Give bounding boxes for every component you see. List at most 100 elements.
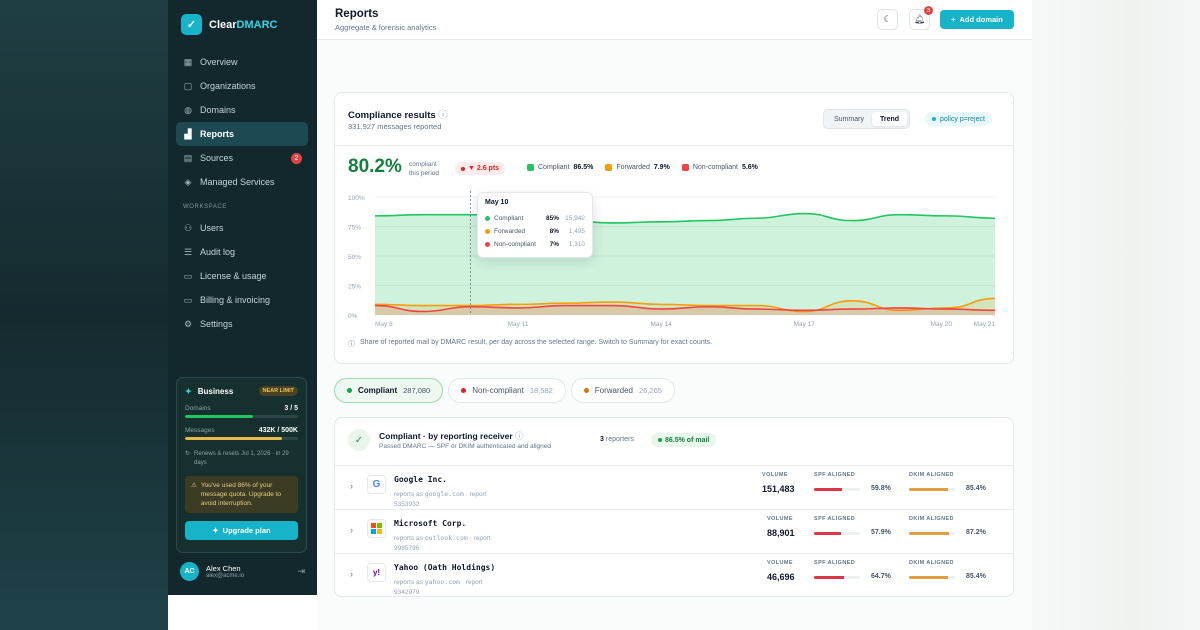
y-tick-label: 0%: [348, 313, 358, 320]
compliance-trend-chart[interactable]: 100% 75% 50% 25% 0% May 8 May 11 May 14 May 17 Ma…: [335, 185, 1015, 330]
y-tick-label: 100%: [348, 195, 365, 202]
compliance-percentage: 80.2%: [348, 156, 402, 177]
dkim-bar: [909, 576, 955, 579]
delta-badge: ▼ 2.6 pts: [455, 162, 506, 175]
spf-bar: [814, 532, 860, 535]
sidebar-item-managed-services[interactable]: ◈ Managed Services: [176, 170, 308, 194]
spf-value: 64.7%: [871, 573, 891, 580]
brand[interactable]: ✓ ClearDMARC: [181, 14, 277, 35]
near-limit-badge: NEAR LIMIT: [258, 386, 298, 396]
dkim-value: 85.4%: [966, 573, 986, 580]
plan-usage-card: ✦ Business NEAR LIMIT Domains 3 / 5 Messa…: [176, 377, 307, 553]
status-dot: [583, 388, 589, 393]
tooltip-row: Compliant 85% 15,942: [485, 212, 585, 225]
volume-label: VOLUME: [762, 472, 788, 478]
spf-label: SPF ALIGNED: [814, 472, 856, 478]
page-subtitle: Aggregate & forensic analytics: [335, 23, 437, 32]
add-domain-button[interactable]: + Add domain: [940, 10, 1014, 29]
spf-value: 59.8%: [871, 485, 891, 492]
plus-icon: +: [951, 15, 956, 24]
moon-icon: ☾: [883, 14, 892, 24]
table-row[interactable]: › Microsoft Corp. reports as outlook.com ·…: [335, 509, 1013, 553]
sidebar-item-overview[interactable]: ▦ Overview: [176, 50, 308, 74]
chevron-right-icon[interactable]: ›: [350, 481, 353, 491]
receiver-name: Microsoft Corp.: [394, 519, 467, 528]
sparkle-icon: ✦: [185, 386, 192, 396]
sidebar-item-label: Managed Services: [200, 177, 275, 187]
table-row[interactable]: › G Google Inc. reports as google.com · rep…: [335, 465, 1013, 509]
users-icon: ⚇: [183, 222, 193, 233]
sidebar-item-label: Reports: [200, 129, 235, 139]
compliance-caption: compliant this period: [409, 161, 439, 177]
legend-item[interactable]: Forwarded 7.9%: [605, 164, 670, 171]
sidebar-item-label: Settings: [200, 319, 233, 329]
page-title: Reports: [335, 8, 379, 20]
compliance-subtitle: 331,927 messages reported: [348, 122, 442, 131]
notifications-button[interactable]: 🔔︎ 3: [909, 6, 933, 30]
dkim-value: 85.4%: [966, 485, 986, 492]
reporters-count: 3 reporters: [600, 436, 634, 443]
theme-toggle-button[interactable]: ☾: [877, 9, 898, 30]
dkim-label: DKIM ALIGNED: [909, 516, 954, 522]
top-bar: Reports Aggregate & forensic analytics ☾…: [317, 0, 1032, 40]
sidebar-item-settings[interactable]: ⚙ Settings: [176, 312, 308, 336]
sidebar-item-domains[interactable]: ◍ Domains: [176, 98, 308, 122]
building-icon: ▢: [183, 80, 193, 91]
sidebar-item-reports[interactable]: ▟ Reports: [176, 122, 308, 146]
sidebar-item-organizations[interactable]: ▢ Organizations: [176, 74, 308, 98]
sidebar-item-users[interactable]: ⚇ Users: [176, 216, 308, 240]
y-tick-label: 75%: [348, 225, 361, 232]
spf-value: 57.9%: [871, 529, 891, 536]
chevron-right-icon[interactable]: ›: [350, 569, 353, 579]
compliance-title: Compliance results ⓘ: [348, 110, 448, 121]
bell-icon: 🔔︎: [913, 14, 926, 24]
card-divider: [335, 145, 1013, 146]
yahoo-logo-icon: y!: [367, 563, 386, 582]
dkim-bar: [909, 488, 955, 491]
user-profile[interactable]: AC Alex Chen alex@acme.io ⇥: [180, 562, 305, 581]
sidebar-item-label: Audit log: [200, 247, 236, 257]
plan-name: Business: [197, 386, 234, 396]
view-toggle: Summary Trend: [823, 109, 911, 129]
policy-badge: policy p=reject: [925, 112, 992, 126]
backdrop-left: [0, 0, 168, 630]
volume-label: VOLUME: [767, 560, 793, 566]
tooltip-dot: [485, 229, 490, 234]
quota-warning: ⚠ You've used 86% of your message quota. …: [185, 476, 298, 513]
sidebar-item-sources[interactable]: ▤ Sources 2: [176, 146, 308, 170]
sidebar-item-audit-log[interactable]: ☰ Audit log: [176, 240, 308, 264]
spf-bar: [814, 488, 860, 491]
chevron-right-icon[interactable]: ›: [350, 525, 353, 535]
sidebar-item-billing-invoicing[interactable]: ▭ Billing & invoicing: [176, 288, 308, 312]
filter-chip-non-compliant[interactable]: Non-compliant 18,582: [448, 378, 566, 403]
tab-summary[interactable]: Summary: [834, 115, 864, 123]
sidebar-item-license-usage[interactable]: ▭ License & usage: [176, 264, 308, 288]
series-line-compliant: [374, 212, 996, 224]
messages-meter: [185, 437, 298, 440]
sidebar-item-label: Organizations: [200, 81, 256, 91]
refresh-icon: ↻: [185, 451, 191, 457]
upgrade-plan-button[interactable]: ✦ Upgrade plan: [185, 521, 298, 540]
mail-share-badge: 86.5% of mail: [651, 433, 717, 447]
legend-item[interactable]: Non-compliant 5.6%: [681, 164, 758, 171]
filter-chip-forwarded[interactable]: Forwarded 26,265: [570, 378, 675, 403]
tooltip-dot: [485, 216, 490, 221]
filter-chip-compliant[interactable]: Compliant 287,080: [334, 378, 444, 403]
shield-icon: ◈: [184, 176, 192, 187]
y-tick-label: 50%: [348, 254, 361, 261]
volume-label: VOLUME: [767, 516, 793, 522]
x-tick-label: May 17: [794, 321, 816, 328]
legend-swatch: [681, 164, 689, 171]
tab-trend[interactable]: Trend: [871, 112, 908, 126]
notification-count: 3: [924, 6, 933, 15]
y-tick-label: 25%: [348, 284, 361, 291]
volume-value: 88,901: [767, 528, 795, 538]
info-icon: ⓘ: [438, 110, 448, 121]
legend-swatch: [527, 164, 534, 171]
legend-item[interactable]: Compliant 86.5%: [527, 164, 593, 171]
sidebar-item-label: Billing & invoicing: [200, 295, 271, 305]
table-row[interactable]: › y! Yahoo (Oath Holdings) reports as yahoo…: [335, 553, 1013, 597]
logout-icon[interactable]: ⇥: [297, 566, 305, 576]
result-filters: Compliant 287,080 Non-compliant 18,582 Forwa…: [334, 378, 675, 403]
x-tick-label: May 21: [974, 321, 996, 328]
